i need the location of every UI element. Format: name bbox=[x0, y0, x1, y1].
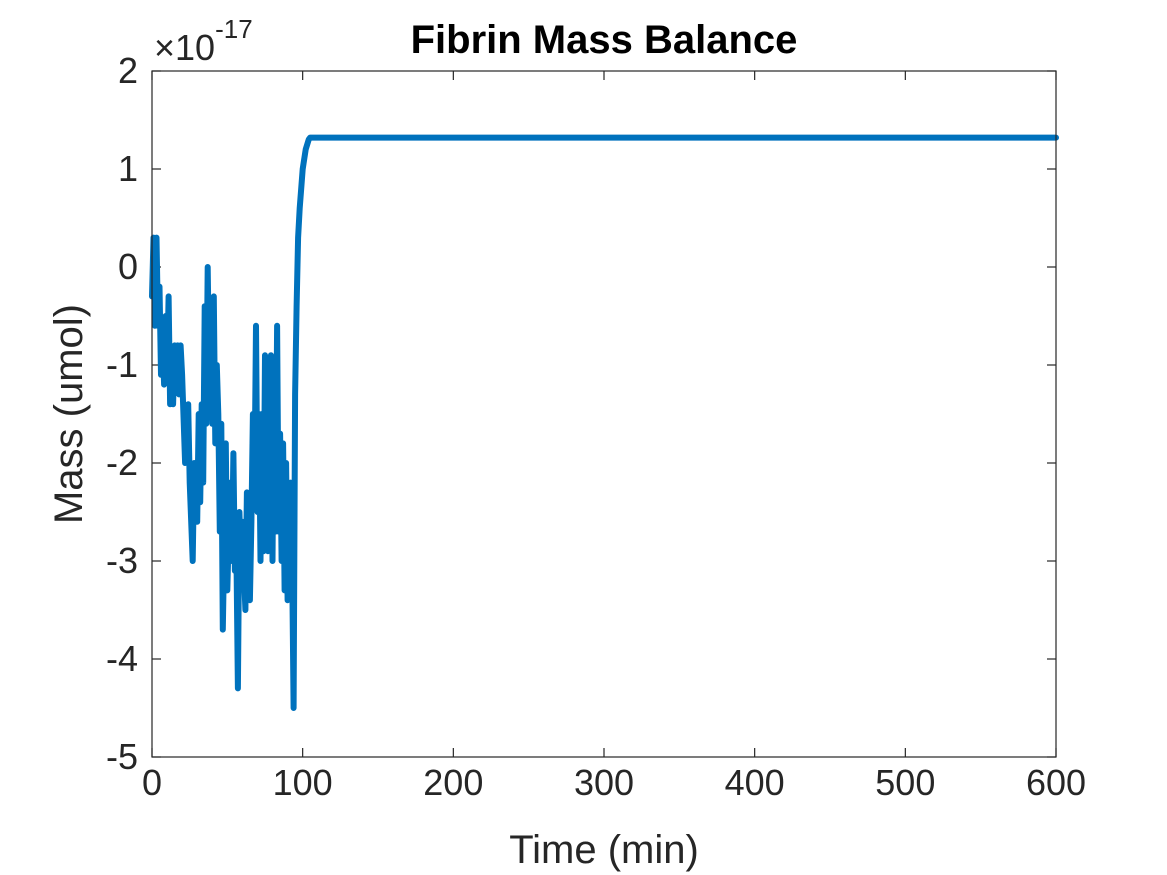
series-line-mass bbox=[149, 134, 1059, 711]
y-tick-label: 1 bbox=[118, 148, 138, 189]
x-axis-title: Time (min) bbox=[509, 828, 699, 872]
y-tick-label: -3 bbox=[106, 540, 138, 581]
x-tick-label: 500 bbox=[875, 762, 935, 803]
y-tick-label: -1 bbox=[106, 344, 138, 385]
exponent-power: -17 bbox=[215, 14, 253, 44]
y-exponent-label: ×10-17 bbox=[154, 14, 253, 68]
y-axis-title: Mass (umol) bbox=[47, 304, 91, 524]
tick-labels: 0 100 200 300 400 500 600 -5 -4 -3 -2 -1 0 1 2 bbox=[106, 50, 1086, 803]
x-tick-label: 0 bbox=[142, 762, 162, 803]
plot-frame bbox=[151, 70, 1057, 758]
y-tick-label: -5 bbox=[106, 736, 138, 777]
y-tick-label: -2 bbox=[106, 442, 138, 483]
x-tick-label: 300 bbox=[574, 762, 634, 803]
y-tick-label: -4 bbox=[106, 638, 138, 679]
x-tick-label: 200 bbox=[423, 762, 483, 803]
x-tick-label: 600 bbox=[1026, 762, 1086, 803]
y-tick-label: 0 bbox=[118, 246, 138, 287]
chart-title: Fibrin Mass Balance bbox=[411, 18, 798, 62]
y-tick-label: 2 bbox=[118, 50, 138, 91]
plot-background bbox=[152, 71, 1056, 757]
x-tick-label: 100 bbox=[273, 762, 333, 803]
exponent-base: ×10 bbox=[154, 27, 215, 68]
x-tick-label: 400 bbox=[725, 762, 785, 803]
